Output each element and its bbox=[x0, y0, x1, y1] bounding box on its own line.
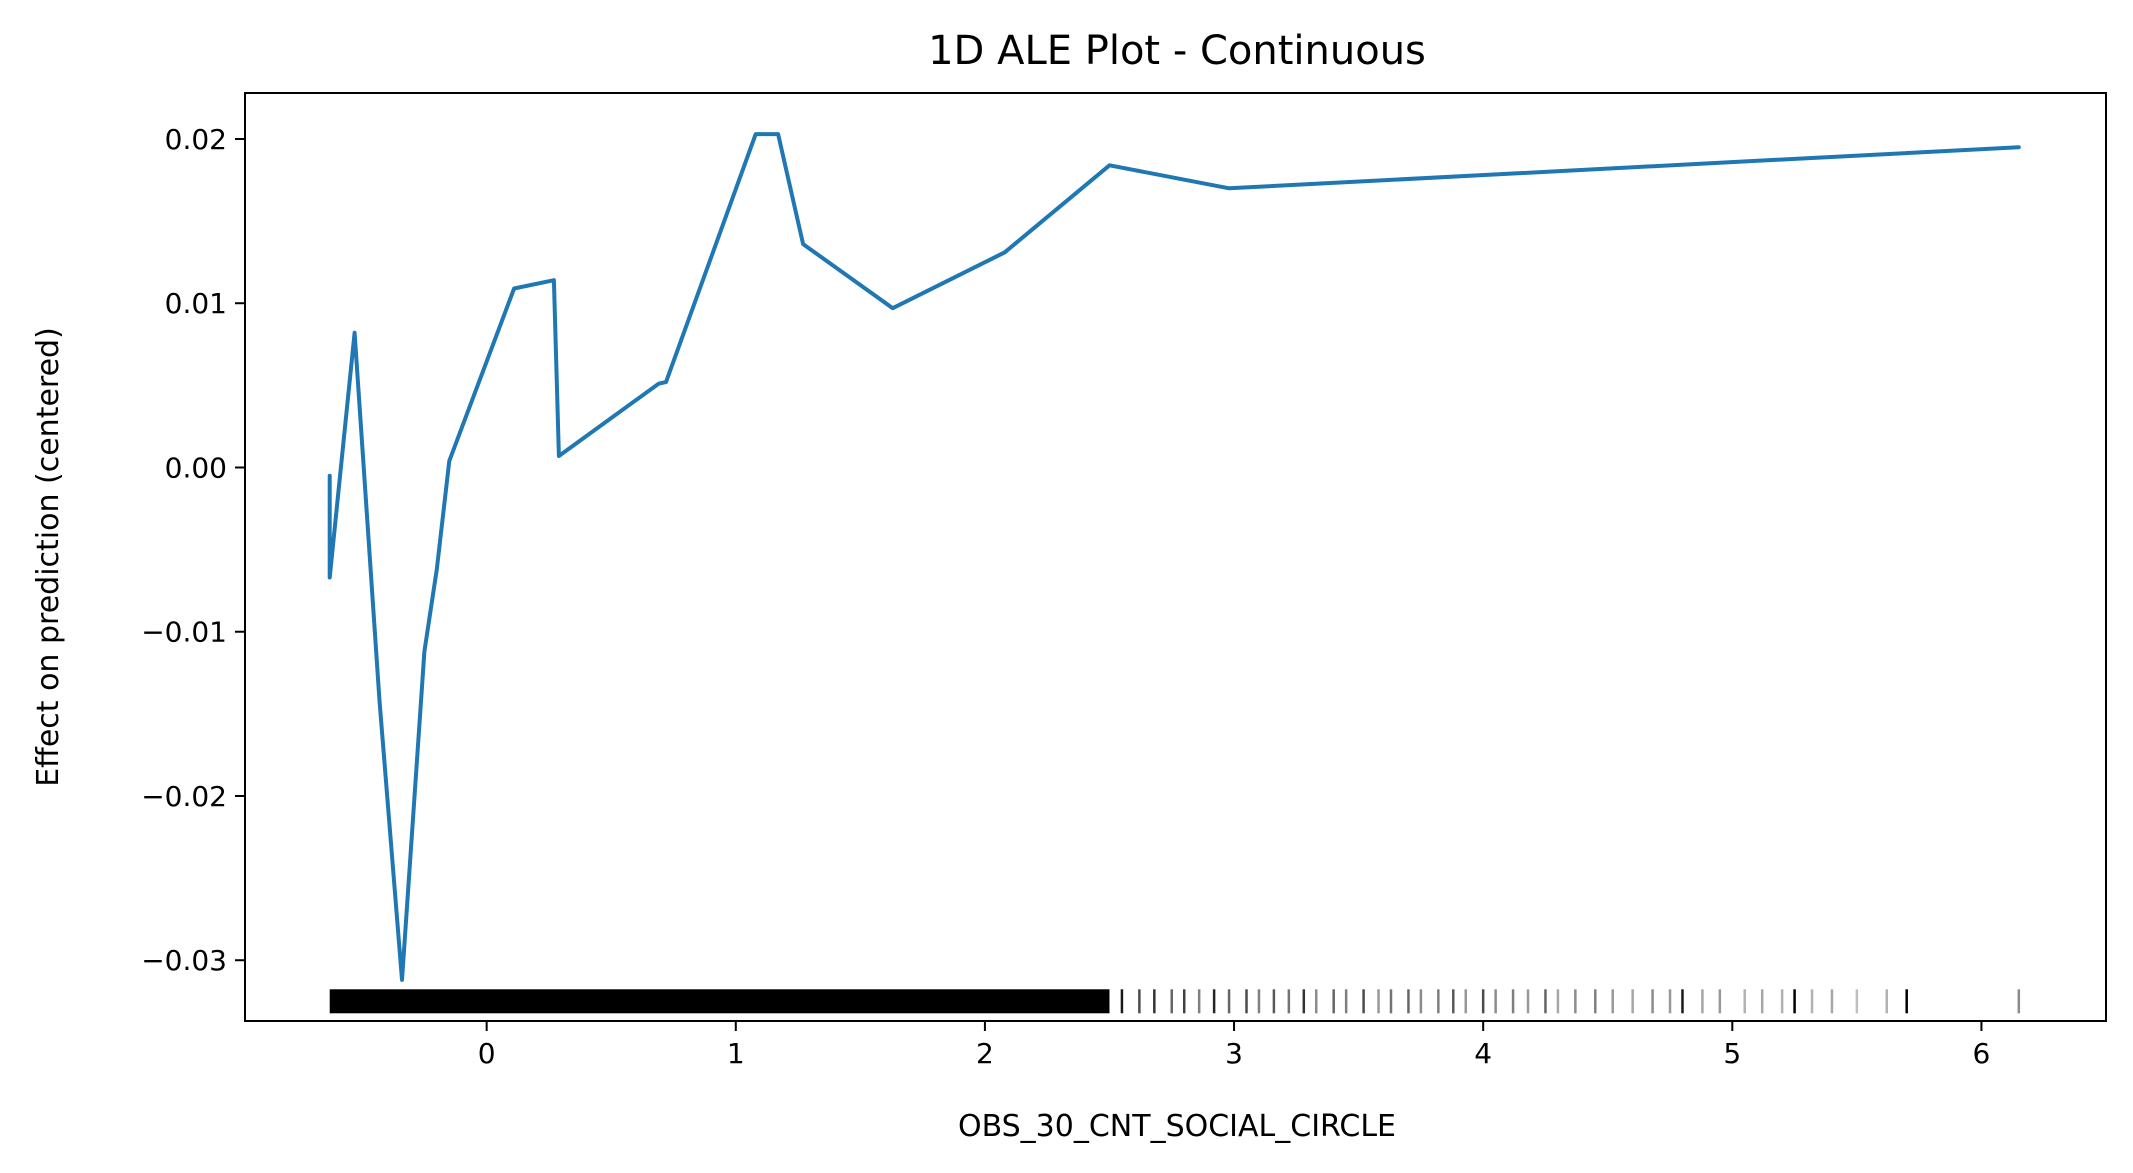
x-tick-label: 4 bbox=[1474, 1037, 1492, 1070]
y-tick-label: −0.01 bbox=[141, 616, 227, 649]
x-tick-label: 6 bbox=[1973, 1037, 1991, 1070]
x-tick-label: 1 bbox=[727, 1037, 745, 1070]
plot-frame bbox=[244, 92, 2107, 1022]
x-tick-label: 3 bbox=[1225, 1037, 1243, 1070]
x-axis-title: OBS_30_CNT_SOCIAL_CIRCLE bbox=[958, 1109, 1396, 1144]
y-tick-label: −0.02 bbox=[141, 780, 227, 813]
chart-title: 1D ALE Plot - Continuous bbox=[928, 28, 1426, 74]
y-tick-label: −0.03 bbox=[141, 944, 227, 977]
ale-series-line bbox=[327, 132, 2021, 982]
y-tick-label: 0.02 bbox=[165, 123, 227, 156]
y-tick-label: 0.01 bbox=[165, 287, 227, 320]
rug-dense-band bbox=[329, 989, 1110, 1014]
x-tick-label: 0 bbox=[478, 1037, 496, 1070]
y-axis-title: Effect on prediction (centered) bbox=[31, 327, 66, 787]
x-tick-label: 5 bbox=[1723, 1037, 1741, 1070]
y-tick-label: 0.00 bbox=[165, 451, 227, 484]
x-tick-label: 2 bbox=[976, 1037, 994, 1070]
